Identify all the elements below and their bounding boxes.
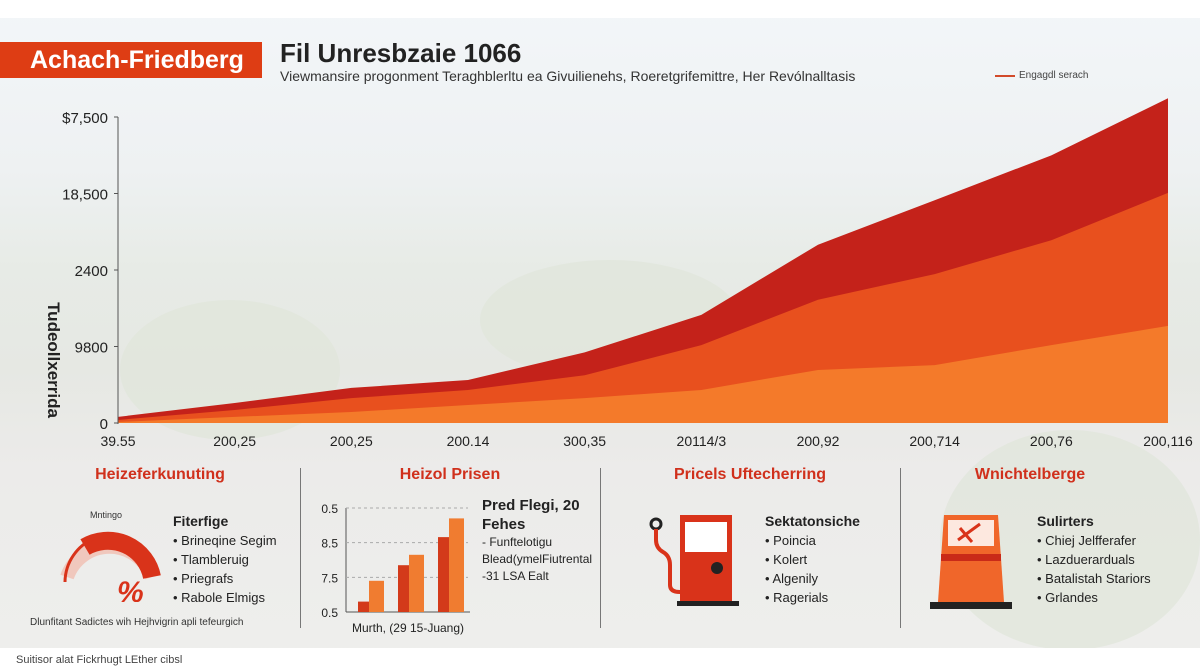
panel-title: Heizeferkunuting [95,466,225,483]
x-tick-label: 200,25 [213,433,256,449]
list-item: • Batalistah Stariors [1037,571,1151,586]
mini-y-tick: 0.5 [321,502,338,516]
svg-text:%: % [117,576,144,602]
legend-swatch [995,74,1015,77]
area-series-0 [118,325,1168,423]
bullet-list: Pred Flegi, 20 Fehes - Funftelotigu Blea… [482,496,592,585]
y-tick-label: $7,500 [62,110,108,127]
list-item: Blead(ymelFiutrental [482,552,593,566]
list-item: • Priegrafs [173,571,234,586]
page-title: Fil Unresbzaie 1066 [280,38,522,68]
list-heading: Sulirters [1037,513,1094,529]
divider [300,468,301,628]
page-subtitle: Viewmansire progonment Teraghblerltu ea … [280,68,856,84]
x-tick-label: 200,92 [797,433,840,449]
x-tick-label: 300,35 [563,433,606,449]
gauge-icon: % [60,531,161,602]
y-axis-label: Tudeollxerrida [44,302,63,418]
mini-bar [369,580,384,612]
bullet-list: Sektatonsiche • Poincia • Kolert • Algen… [765,512,860,607]
y-tick-label: 9800 [75,340,108,357]
area-chart: Tudeollxerrida 0 9800 2400 18,500 $7,500 39.5… [44,98,1193,449]
top-strip [0,0,1200,18]
mini-bar [438,537,449,612]
mini-bar [449,518,464,612]
panel-oil-prices: Heizol Prisen 0.5 8.5 7.5 0.5 Murth, (29 15-… [300,462,600,635]
panel-changes: Wnichtelberge Sulirters • Chiej Jelffera… [900,462,1200,632]
legend-label: Engagdl serach [1019,70,1089,81]
y-tick-label: 2400 [75,263,108,280]
brand-banner: Achach-Friedberg [0,42,262,78]
list-item: • Chiej Jelfferafer [1037,533,1136,548]
panel-title: Heizol Prisen [399,466,501,483]
mini-y-tick: 7.5 [321,571,338,585]
x-tick-label: 200.14 [447,433,490,449]
y-tick-label: 18,500 [62,187,108,204]
list-item: • Poincia [765,533,816,548]
list-heading: Sektatonsiche [765,513,860,529]
list-item: • Tlambleruig [173,552,249,567]
x-tick-label: 200,714 [909,433,960,449]
mini-bar [358,601,369,612]
list-item: • Grlandes [1037,590,1098,605]
list-item: • Algenily [765,571,818,586]
panel-caption: Dlunfitant Sadictes wih Hejhvigrin apli … [30,617,244,628]
panel-title: Wnichtelberge [974,466,1086,483]
list-item: • Ragerials [765,590,829,605]
list-item: • Lazduerarduals [1037,552,1135,567]
panel-heating: Heizeferkunuting Mntingo % Fiterfige • B… [0,462,300,632]
list-heading: Pred Flegi, 20 Fehes [482,497,580,533]
ballot-box-icon [930,515,1012,609]
fuel-pump-icon [649,515,739,606]
list-item: • Brineqine Segim [173,533,277,548]
bullet-list: Fiterfige • Brineqine Segim • Tlamblerui… [173,512,277,607]
panel-price-changes: Pricels Uftecherring Sektatonsiche • Poi… [600,462,900,632]
area-series-1 [118,192,1168,423]
x-tick-label: 20114/3 [677,433,727,449]
x-tick-label: 200,116 [1143,433,1193,449]
list-heading: Fiterfige [173,513,229,529]
footer: Suitisor alat Fickrhugt LEther cibsl [0,648,1200,672]
mini-bar-chart: 0.5 8.5 7.5 0.5 Murth, (29 15-Juang) [321,502,470,635]
mini-bar [398,565,409,612]
bullet-list: Sulirters • Chiej Jelfferafer • Lazduera… [1037,512,1151,607]
list-item: - Funftelotigu [482,535,553,549]
mini-y-tick: 8.5 [321,537,338,551]
x-tick-label: 200,76 [1030,433,1073,449]
mini-bar [409,554,424,612]
divider [600,468,601,628]
x-tick-label: 39.55 [100,433,135,449]
list-item: • Rabole Elmigs [173,590,265,605]
chart-legend: Engagdl serach [995,70,1089,81]
x-tick-label: 200,25 [330,433,373,449]
panel-title: Pricels Uftecherring [673,466,827,483]
mini-y-tick: 0.5 [321,606,338,620]
gauge-label: Mntingo [90,510,123,520]
y-tick-label: 0 [100,416,108,433]
list-item: • Kolert [765,552,808,567]
mini-x-label: Murth, (29 15-Juang) [352,621,464,635]
list-item: -31 LSA Ealt [482,569,549,583]
divider [900,468,901,628]
